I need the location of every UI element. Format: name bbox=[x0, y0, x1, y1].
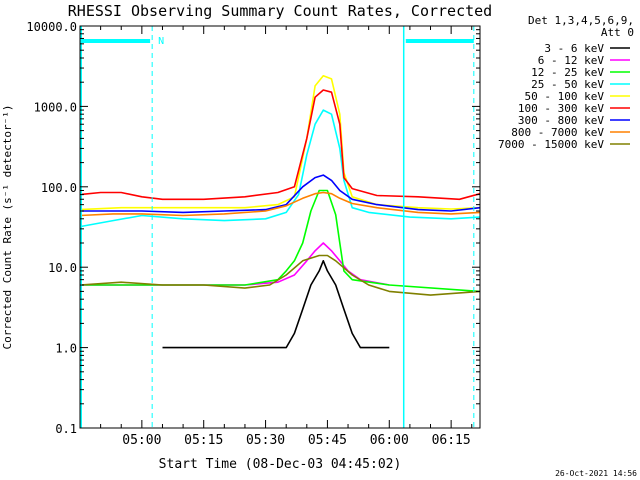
chart-title: RHESSI Observing Summary Count Rates, Co… bbox=[68, 2, 492, 20]
flag-label: N bbox=[158, 36, 164, 47]
y-tick-label: 1000.0 bbox=[34, 100, 77, 114]
x-tick-label: 05:00 bbox=[122, 433, 161, 448]
x-tick-label: 05:45 bbox=[308, 433, 347, 448]
series-line-0 bbox=[162, 259, 390, 349]
y-tick-label: 1.0 bbox=[55, 342, 77, 356]
y-tick-label: 10000.0 bbox=[26, 20, 77, 34]
legend-label-0: 3 - 6 keV bbox=[544, 42, 604, 55]
series-layer bbox=[79, 75, 481, 349]
plot-frame bbox=[79, 25, 481, 429]
x-tick-label: 06:00 bbox=[370, 433, 409, 448]
series-line-8 bbox=[79, 254, 481, 296]
series-line-6 bbox=[80, 174, 481, 214]
timestamp: 26-Oct-2021 14:56 bbox=[555, 469, 637, 478]
legend-label-2: 12 - 25 keV bbox=[531, 66, 604, 79]
axis-layer: 10000.0 1000.0 100.0 10.0 1.0 0.1 05:00 05:15 05… bbox=[26, 20, 480, 448]
legend-header-1: Att 0 bbox=[601, 26, 634, 39]
legend-header-0: Det 1,3,4,5,6,9, bbox=[528, 14, 634, 27]
legend-label-1: 6 - 12 keV bbox=[538, 54, 605, 67]
x-tick-label: 05:30 bbox=[246, 433, 285, 448]
series-line-2 bbox=[80, 189, 481, 293]
legend-label-6: 300 - 800 keV bbox=[518, 114, 604, 127]
series-line-5 bbox=[79, 89, 481, 201]
y-tick-label: 0.1 bbox=[55, 422, 77, 436]
legend-label-3: 25 - 50 keV bbox=[531, 78, 604, 91]
legend-label-5: 100 - 300 keV bbox=[518, 102, 604, 115]
y-tick-label: 10.0 bbox=[48, 261, 77, 275]
series-line-7 bbox=[79, 191, 481, 217]
overlay-layer: N bbox=[80, 26, 475, 428]
x-tick-label: 06:15 bbox=[432, 433, 471, 448]
x-tick-label: 05:15 bbox=[184, 433, 223, 448]
legend-label-4: 50 - 100 keV bbox=[525, 90, 605, 103]
y-axis-label: Corrected Count Rate (s⁻¹ detector⁻¹) bbox=[1, 104, 14, 349]
y-tick-label: 100.0 bbox=[41, 181, 77, 195]
series-line-3 bbox=[79, 109, 481, 228]
legend-label-8: 7000 - 15000 keV bbox=[498, 138, 604, 151]
legend-label-7: 800 - 7000 keV bbox=[511, 126, 604, 139]
x-axis-label: Start Time (08-Dec-03 04:45:02) bbox=[159, 457, 402, 472]
